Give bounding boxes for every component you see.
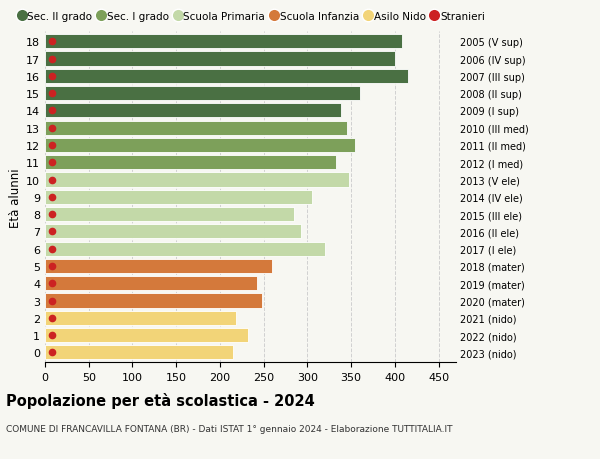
- Text: Popolazione per età scolastica - 2024: Popolazione per età scolastica - 2024: [6, 392, 315, 409]
- Y-axis label: Età alunni: Età alunni: [9, 168, 22, 227]
- Bar: [45, 276, 257, 291]
- Bar: [45, 207, 294, 222]
- Bar: [45, 139, 355, 153]
- Text: COMUNE DI FRANCAVILLA FONTANA (BR) - Dati ISTAT 1° gennaio 2024 - Elaborazione T: COMUNE DI FRANCAVILLA FONTANA (BR) - Dat…: [6, 425, 452, 434]
- Bar: [45, 173, 349, 187]
- Bar: [45, 259, 272, 274]
- Bar: [45, 156, 336, 170]
- Bar: [45, 328, 248, 342]
- Bar: [45, 311, 236, 325]
- Bar: [45, 104, 341, 118]
- Bar: [45, 52, 395, 67]
- Bar: [45, 70, 408, 84]
- Legend: Sec. II grado, Sec. I grado, Scuola Primaria, Scuola Infanzia, Asilo Nido, Stran: Sec. II grado, Sec. I grado, Scuola Prim…: [15, 7, 489, 26]
- Bar: [45, 35, 402, 49]
- Bar: [45, 294, 262, 308]
- Bar: [45, 190, 312, 204]
- Bar: [45, 121, 347, 135]
- Bar: [45, 242, 325, 256]
- Bar: [45, 346, 233, 360]
- Bar: [45, 87, 360, 101]
- Bar: [45, 225, 301, 239]
